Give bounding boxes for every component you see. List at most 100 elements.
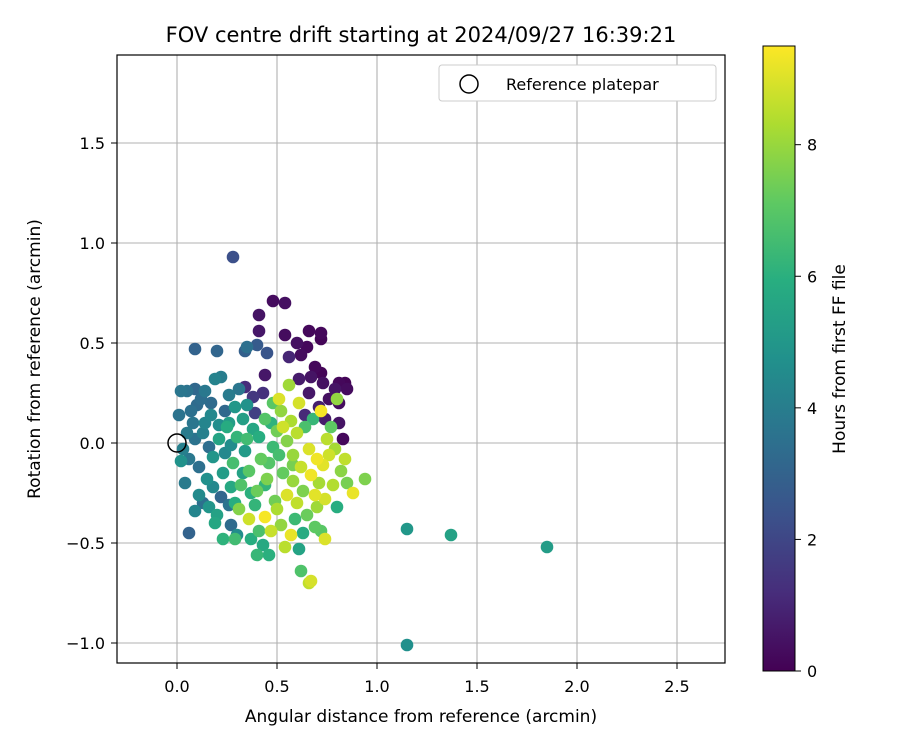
data-point (188, 342, 202, 356)
x-tick-label: 0.5 (264, 677, 289, 696)
data-point (284, 528, 298, 542)
data-point (228, 532, 242, 546)
data-point (258, 368, 272, 382)
chart-title: FOV centre drift starting at 2024/09/27 … (166, 23, 677, 47)
data-point (282, 350, 296, 364)
colorbar-tick-label: 8 (807, 136, 817, 155)
y-axis-ticks: −1.0 −0.5 0.0 0.5 1.0 1.5 (66, 134, 117, 653)
data-point (174, 384, 188, 398)
data-point (322, 448, 336, 462)
data-point (302, 324, 316, 338)
data-point (254, 452, 268, 466)
data-point (180, 426, 194, 440)
data-point (218, 404, 232, 418)
data-point (308, 520, 322, 534)
data-point (252, 524, 266, 538)
plot-frame (116, 54, 726, 664)
data-point (208, 372, 222, 386)
data-point (310, 452, 324, 466)
x-tick-label: 2.5 (664, 677, 689, 696)
data-point (294, 348, 308, 362)
y-tick-label: 0.0 (80, 434, 105, 453)
data-point (260, 472, 274, 486)
data-point (216, 466, 230, 480)
colorbar-gradient (762, 45, 796, 672)
data-point (346, 486, 360, 500)
data-point (400, 638, 414, 652)
data-point (216, 532, 230, 546)
colorbar-label: Hours from first FF file (830, 264, 850, 454)
data-point (234, 478, 248, 492)
data-points (172, 250, 554, 652)
data-point (282, 378, 296, 392)
data-point (172, 408, 186, 422)
data-point (238, 444, 252, 458)
legend-label: Reference platepar (506, 75, 659, 94)
data-point (256, 386, 270, 400)
data-point (198, 384, 212, 398)
colorbar: 0 2 4 6 8 Hours from first FF file (762, 45, 850, 681)
data-point (258, 510, 272, 524)
x-tick-label: 0.0 (164, 677, 189, 696)
data-point (202, 440, 216, 454)
data-point (314, 326, 328, 340)
data-point (250, 548, 264, 562)
data-point (236, 412, 250, 426)
data-point (294, 564, 308, 578)
data-point (258, 412, 272, 426)
data-point (230, 430, 244, 444)
data-point (178, 476, 192, 490)
data-point (292, 396, 306, 410)
data-point (312, 476, 326, 490)
data-point (224, 518, 238, 532)
data-point (330, 392, 344, 406)
data-point (272, 392, 286, 406)
data-point (242, 512, 256, 526)
data-point (240, 398, 254, 412)
data-point (182, 526, 196, 540)
data-point (222, 388, 236, 402)
data-point (192, 488, 206, 502)
x-tick-label: 1.5 (464, 677, 489, 696)
data-point (302, 386, 316, 400)
x-axis-ticks: 0.0 0.5 1.0 1.5 2.0 2.5 (164, 663, 690, 696)
data-point (260, 346, 274, 360)
data-point (248, 498, 262, 512)
data-point (266, 294, 280, 308)
data-point (174, 454, 188, 468)
data-point (308, 488, 322, 502)
data-point (290, 336, 304, 350)
x-tick-label: 2.0 (564, 677, 589, 696)
data-point (300, 508, 314, 522)
data-point (278, 328, 292, 342)
data-point (250, 338, 264, 352)
data-point (226, 250, 240, 264)
y-tick-label: 1.0 (80, 234, 105, 253)
data-point (286, 448, 300, 462)
data-point (192, 460, 206, 474)
data-point (188, 504, 202, 518)
data-point (200, 472, 214, 486)
y-tick-label: −1.0 (66, 634, 105, 653)
data-point (252, 430, 266, 444)
data-point (262, 548, 276, 562)
data-point (232, 382, 246, 396)
reference-platepar-marker (167, 433, 187, 453)
data-point (232, 502, 246, 516)
data-point (206, 450, 220, 464)
data-point (264, 524, 278, 538)
data-point (296, 484, 310, 498)
data-point (304, 370, 318, 384)
data-point (304, 468, 318, 482)
data-point (308, 360, 322, 374)
data-point (204, 408, 218, 422)
x-tick-label: 1.0 (364, 677, 389, 696)
data-point (248, 406, 262, 420)
legend-marker-icon (459, 74, 479, 94)
data-point (314, 404, 328, 418)
data-point (326, 478, 340, 492)
data-point (280, 434, 294, 448)
data-point (444, 528, 458, 542)
data-point (204, 396, 218, 410)
